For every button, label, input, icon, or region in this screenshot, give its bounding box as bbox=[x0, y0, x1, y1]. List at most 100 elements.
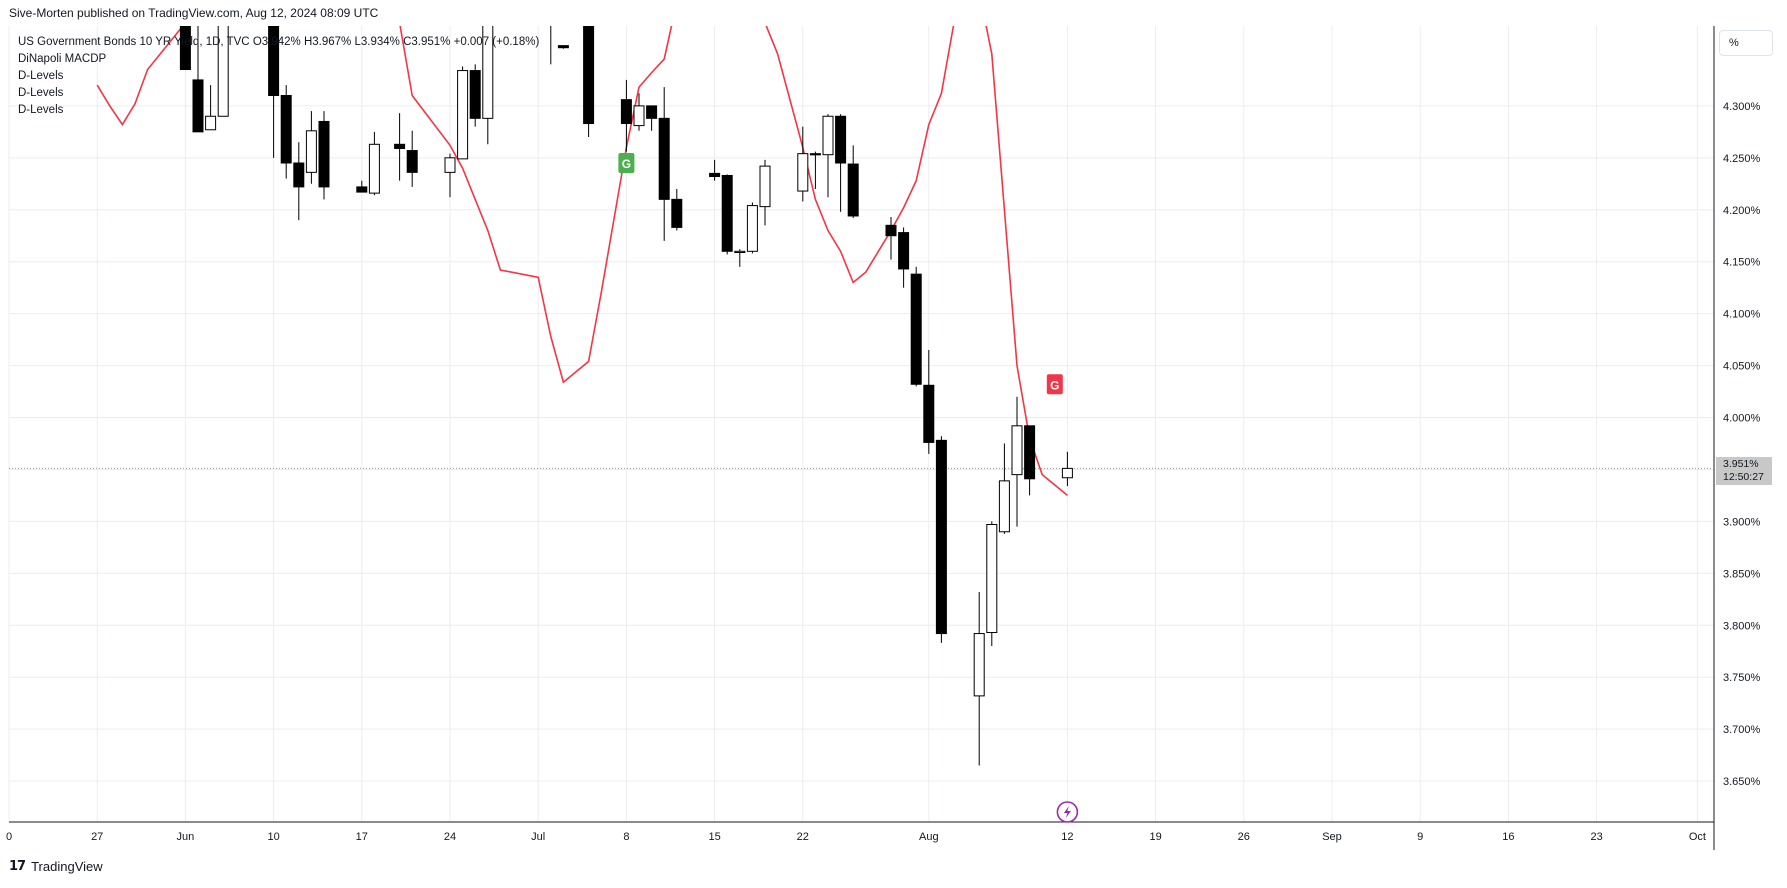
candle-body bbox=[268, 26, 280, 96]
y-tick-label: 3.800% bbox=[1723, 620, 1761, 632]
candle-body bbox=[885, 224, 897, 237]
candle-body bbox=[620, 99, 632, 125]
x-tick-label: 15 bbox=[708, 831, 720, 843]
x-tick-label: 23 bbox=[1590, 831, 1602, 843]
candle bbox=[847, 145, 859, 219]
signal-badge-label: G bbox=[622, 157, 631, 171]
candle bbox=[192, 26, 204, 133]
x-tick-label: Jul bbox=[531, 831, 545, 843]
symbol-row[interactable]: US Government Bonds 10 YR Yield, 1D, TVC… bbox=[18, 34, 539, 51]
unit-label: % bbox=[1729, 37, 1739, 49]
candle bbox=[444, 153, 456, 198]
candle-body bbox=[986, 523, 998, 634]
candle-body bbox=[217, 26, 229, 117]
candle bbox=[356, 180, 368, 193]
x-tick-label: Oct bbox=[1689, 831, 1706, 843]
candle bbox=[457, 66, 469, 160]
candle bbox=[935, 436, 947, 643]
candle-body bbox=[734, 250, 746, 254]
candle-body bbox=[406, 150, 418, 173]
candle-body bbox=[305, 130, 317, 173]
candle bbox=[533, 0, 543, 2]
x-tick-label: 26 bbox=[1238, 831, 1250, 843]
price-axis: 3.650% 3.700% 3.750% 3.800% 3.850% 3.900% 3.95… bbox=[1723, 101, 1761, 788]
indicator-dlevels-1[interactable]: D-Levels bbox=[18, 70, 64, 82]
tradingview-logo-icon: 17 bbox=[9, 859, 26, 874]
x-tick-label: 9 bbox=[1417, 831, 1423, 843]
indicator-macdp[interactable]: DiNapoli MACDP bbox=[18, 53, 107, 65]
grid bbox=[8, 26, 1714, 822]
candle-body bbox=[998, 480, 1010, 533]
y-tick-label: 4.100% bbox=[1723, 309, 1761, 321]
publish-info: Sive-Morten published on TradingView.com… bbox=[9, 6, 379, 20]
candle bbox=[910, 266, 922, 387]
candle-body bbox=[809, 153, 821, 156]
candle bbox=[923, 349, 935, 454]
candle-body bbox=[835, 115, 847, 164]
candle bbox=[557, 45, 569, 49]
ohlc-close: C3.951% bbox=[403, 36, 451, 48]
y-tick-label: 3.850% bbox=[1723, 568, 1761, 580]
candle-body bbox=[1011, 425, 1023, 476]
x-tick-label: 24 bbox=[444, 831, 456, 843]
candle bbox=[469, 64, 481, 127]
candle bbox=[482, 26, 494, 145]
candle-body bbox=[847, 163, 859, 217]
candle bbox=[318, 111, 330, 200]
candle-body bbox=[557, 45, 569, 49]
ohlc-change: +0.007 (+0.18%) bbox=[453, 36, 540, 48]
macdp-line-group bbox=[96, 26, 1068, 497]
candle bbox=[721, 174, 733, 255]
candle bbox=[268, 26, 280, 158]
x-tick-label: Aug bbox=[919, 831, 939, 843]
candle bbox=[709, 159, 721, 181]
y-tick-label: 4.150% bbox=[1723, 257, 1761, 269]
x-tick-label: 19 bbox=[1149, 831, 1161, 843]
candle-body bbox=[205, 115, 217, 131]
indicator-dlevels-3[interactable]: D-Levels bbox=[18, 104, 64, 116]
candle-body bbox=[923, 384, 935, 443]
candle bbox=[885, 217, 897, 260]
candle-body bbox=[394, 143, 406, 149]
x-tick-label: Sep bbox=[1322, 831, 1342, 843]
candle-body bbox=[746, 205, 758, 252]
y-tick-label: 3.750% bbox=[1723, 672, 1761, 684]
candle-body bbox=[671, 198, 683, 228]
candle bbox=[797, 126, 809, 202]
candle bbox=[305, 111, 317, 184]
candle bbox=[1011, 396, 1023, 527]
candle bbox=[973, 592, 985, 766]
chart-legend: US Government Bonds 10 YR Yield, 1D, TVC… bbox=[18, 34, 539, 119]
candle-body bbox=[457, 70, 469, 160]
lightning-icon-bolt bbox=[1063, 806, 1071, 818]
candle bbox=[658, 87, 670, 241]
candle bbox=[406, 130, 418, 187]
lightning-icon[interactable] bbox=[1056, 801, 1079, 823]
signal-badge-label: G bbox=[1050, 378, 1059, 392]
candle-body bbox=[583, 26, 595, 125]
candle bbox=[986, 521, 998, 647]
last-price-tag: 3.951% 12:50:27 bbox=[1716, 457, 1772, 485]
price-scale-unit-button[interactable]: % bbox=[1719, 30, 1773, 56]
candle bbox=[583, 26, 595, 138]
candle-body bbox=[759, 165, 771, 208]
bar-countdown: 12:50:27 bbox=[1723, 471, 1764, 483]
candle-body bbox=[280, 94, 292, 164]
candle bbox=[746, 202, 758, 254]
signal-badge: G bbox=[618, 153, 635, 174]
y-tick-label: 4.300% bbox=[1723, 101, 1761, 113]
x-tick-label: 27 bbox=[91, 831, 103, 843]
footer-branding[interactable]: 17 TradingView bbox=[9, 859, 103, 874]
candle-body bbox=[293, 162, 305, 188]
x-tick-label: 17 bbox=[356, 831, 368, 843]
candle bbox=[822, 114, 834, 198]
y-tick-label: 4.200% bbox=[1723, 205, 1761, 217]
candle-body bbox=[646, 105, 658, 119]
candle bbox=[998, 443, 1010, 534]
ohlc-low: L3.934% bbox=[354, 36, 400, 48]
candle bbox=[898, 227, 910, 288]
indicator-dlevels-2[interactable]: D-Levels bbox=[18, 87, 64, 99]
candle-body bbox=[709, 172, 721, 178]
candle bbox=[394, 113, 406, 181]
